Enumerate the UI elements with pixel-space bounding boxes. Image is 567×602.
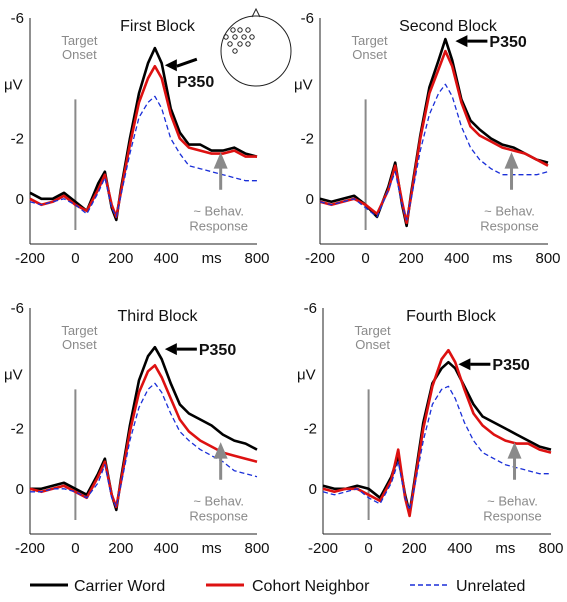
p350-label: P350: [177, 74, 214, 91]
target-onset-label: Target: [61, 33, 98, 48]
x-tick-label: 0: [361, 250, 369, 267]
behav-arrowhead-icon: [213, 152, 228, 169]
y-tick-label: -6: [11, 300, 24, 317]
y-tick-label: -6: [11, 10, 24, 27]
series-line: [319, 83, 549, 221]
x-tick-label: -200: [308, 540, 338, 557]
y-tick-label: 0: [306, 191, 314, 208]
unit-label: μV: [294, 76, 313, 93]
x-tick-label: 200: [108, 250, 133, 267]
unit-label: μV: [4, 76, 23, 93]
y-tick-label: 0: [309, 481, 317, 498]
panel-2: -6 -2 0 μV -200 0 200 400 800 ms Second Block Targe…: [294, 10, 561, 267]
legend-label-unrelated: Unrelated: [456, 578, 525, 595]
panel-4: -6 -2 0 μV -200 0 200 400 800 ms Fourth Block Targe…: [297, 300, 564, 557]
series-line: [30, 345, 258, 512]
x-tick-label: -200: [15, 250, 45, 267]
series-line: [30, 382, 258, 508]
x-tick-label: 800: [244, 250, 269, 267]
ms-label: ms: [202, 250, 222, 267]
p350-label: P350: [199, 342, 236, 359]
target-onset-label: Target: [355, 323, 392, 338]
electrode-head-map-icon: [220, 7, 292, 87]
x-tick-label: 400: [447, 540, 472, 557]
p350-arrowhead-icon: [164, 59, 177, 72]
behav-response-label: Response: [189, 508, 248, 523]
y-tick-label: -6: [301, 10, 314, 27]
target-onset-label: Onset: [352, 47, 387, 62]
target-onset-label: Onset: [62, 337, 97, 352]
unit-label: μV: [297, 366, 316, 383]
series-line: [322, 385, 551, 511]
panel-3: -6 -2 0 μV -200 0 200 400 800 ms Third Block Target…: [4, 300, 270, 557]
y-tick-label: -2: [304, 421, 317, 438]
behav-arrowhead-icon: [504, 152, 519, 169]
unit-label: μV: [4, 366, 23, 383]
x-tick-label: 800: [244, 540, 269, 557]
x-tick-label: 0: [71, 540, 79, 557]
behav-arrowhead-icon: [507, 442, 522, 459]
panel-title: First Block: [120, 18, 196, 35]
p350-arrowhead-icon: [455, 35, 468, 48]
target-onset-label: Target: [352, 33, 389, 48]
behav-response-label: Response: [483, 508, 542, 523]
behav-response-label: ~ Behav.: [193, 493, 244, 508]
behav-response-label: Response: [480, 218, 539, 233]
series-line: [322, 360, 552, 515]
panel-title: Second Block: [399, 18, 498, 35]
ms-label: ms: [492, 250, 512, 267]
x-tick-label: -200: [305, 250, 335, 267]
x-tick-label: 400: [444, 250, 469, 267]
panel-title: Third Block: [117, 308, 198, 325]
y-tick-label: 0: [16, 481, 24, 498]
y-tick-label: -6: [304, 300, 317, 317]
series-line: [29, 46, 258, 222]
panel-title: Fourth Block: [406, 308, 497, 325]
x-tick-label: 400: [154, 540, 179, 557]
behav-response-label: Response: [189, 218, 248, 233]
target-onset-label: Target: [61, 323, 98, 338]
x-tick-label: -200: [15, 540, 45, 557]
legend-label-cohort: Cohort Neighbor: [252, 578, 370, 595]
x-tick-label: 200: [402, 540, 427, 557]
y-tick-label: -2: [301, 131, 314, 148]
y-tick-label: -2: [11, 421, 24, 438]
series-line: [322, 348, 552, 518]
p350-label: P350: [492, 357, 529, 374]
x-tick-label: 800: [538, 540, 563, 557]
series-line: [29, 363, 258, 509]
p350-label: P350: [489, 34, 526, 51]
behav-response-label: ~ Behav.: [193, 203, 244, 218]
series-line: [29, 95, 257, 218]
y-tick-label: 0: [16, 191, 24, 208]
target-onset-label: Onset: [355, 337, 390, 352]
x-tick-label: 800: [535, 250, 560, 267]
series-line: [319, 49, 549, 225]
panel-1: -6 -2 0 μV -200 0 200 400 800 ms First Block Target…: [4, 10, 270, 267]
ms-label: ms: [202, 540, 222, 557]
legend: Carrier Word Cohort Neighbor Unrelated: [30, 578, 525, 595]
x-tick-label: 0: [71, 250, 79, 267]
x-tick-label: 200: [399, 250, 424, 267]
behav-response-label: ~ Behav.: [487, 493, 538, 508]
y-tick-label: -2: [11, 131, 24, 148]
p350-arrow-icon: [176, 57, 198, 68]
p350-arrowhead-icon: [164, 343, 177, 356]
p350-arrowhead-icon: [458, 358, 471, 371]
legend-label-carrier: Carrier Word: [74, 578, 165, 595]
x-tick-label: 0: [364, 540, 372, 557]
behav-response-label: ~ Behav.: [484, 203, 535, 218]
target-onset-label: Onset: [62, 47, 97, 62]
x-tick-label: 200: [108, 540, 133, 557]
x-tick-label: 400: [154, 250, 179, 267]
ms-label: ms: [495, 540, 515, 557]
behav-arrowhead-icon: [213, 442, 228, 459]
